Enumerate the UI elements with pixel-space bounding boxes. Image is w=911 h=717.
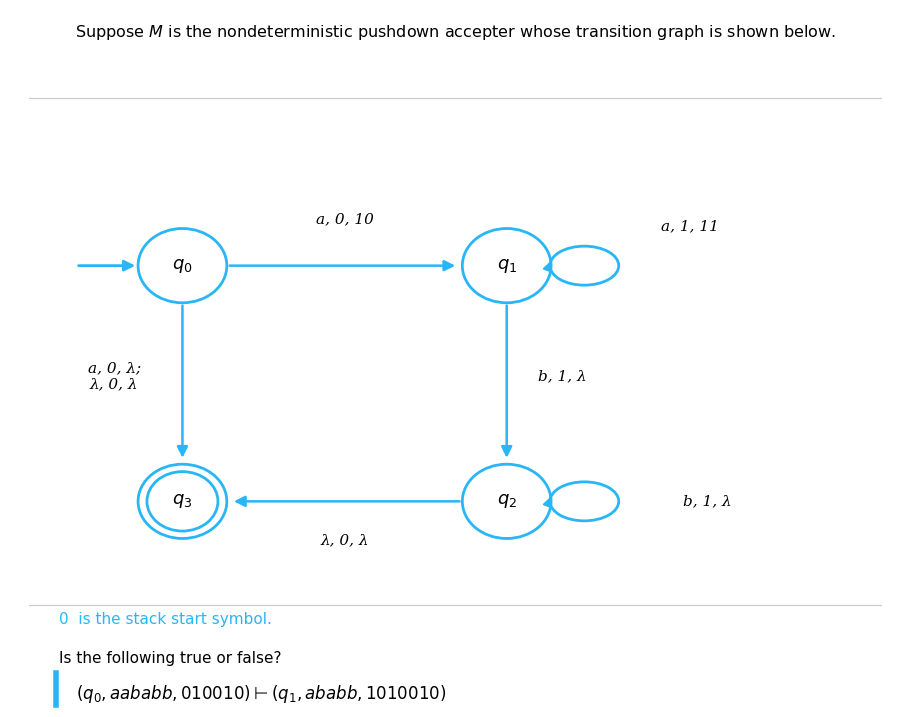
Text: $q_0$: $q_0$	[172, 257, 193, 275]
Text: $q_1$: $q_1$	[496, 257, 517, 275]
Text: Suppose $M$ is the nondeterministic pushdown accepter whose transition graph is : Suppose $M$ is the nondeterministic push…	[75, 23, 836, 42]
Text: b, 1, λ: b, 1, λ	[537, 369, 587, 384]
Text: $(q_0, aababb, 010010) \vdash (q_1, ababb, 1010010)$: $(q_0, aababb, 010010) \vdash (q_1, abab…	[76, 683, 446, 706]
Text: $q_3$: $q_3$	[172, 493, 192, 511]
Text: a, 1, 11: a, 1, 11	[661, 219, 719, 233]
Text: Is the following true or false?: Is the following true or false?	[58, 651, 281, 666]
Text: a, 0, λ;
λ, 0, λ: a, 0, λ; λ, 0, λ	[87, 361, 140, 391]
Text: $q_2$: $q_2$	[496, 493, 517, 511]
Text: a, 0, 10: a, 0, 10	[315, 212, 374, 227]
Text: λ, 0, λ: λ, 0, λ	[321, 533, 369, 548]
Text: 0  is the stack start symbol.: 0 is the stack start symbol.	[58, 612, 271, 627]
Text: b, 1, λ: b, 1, λ	[683, 494, 732, 508]
